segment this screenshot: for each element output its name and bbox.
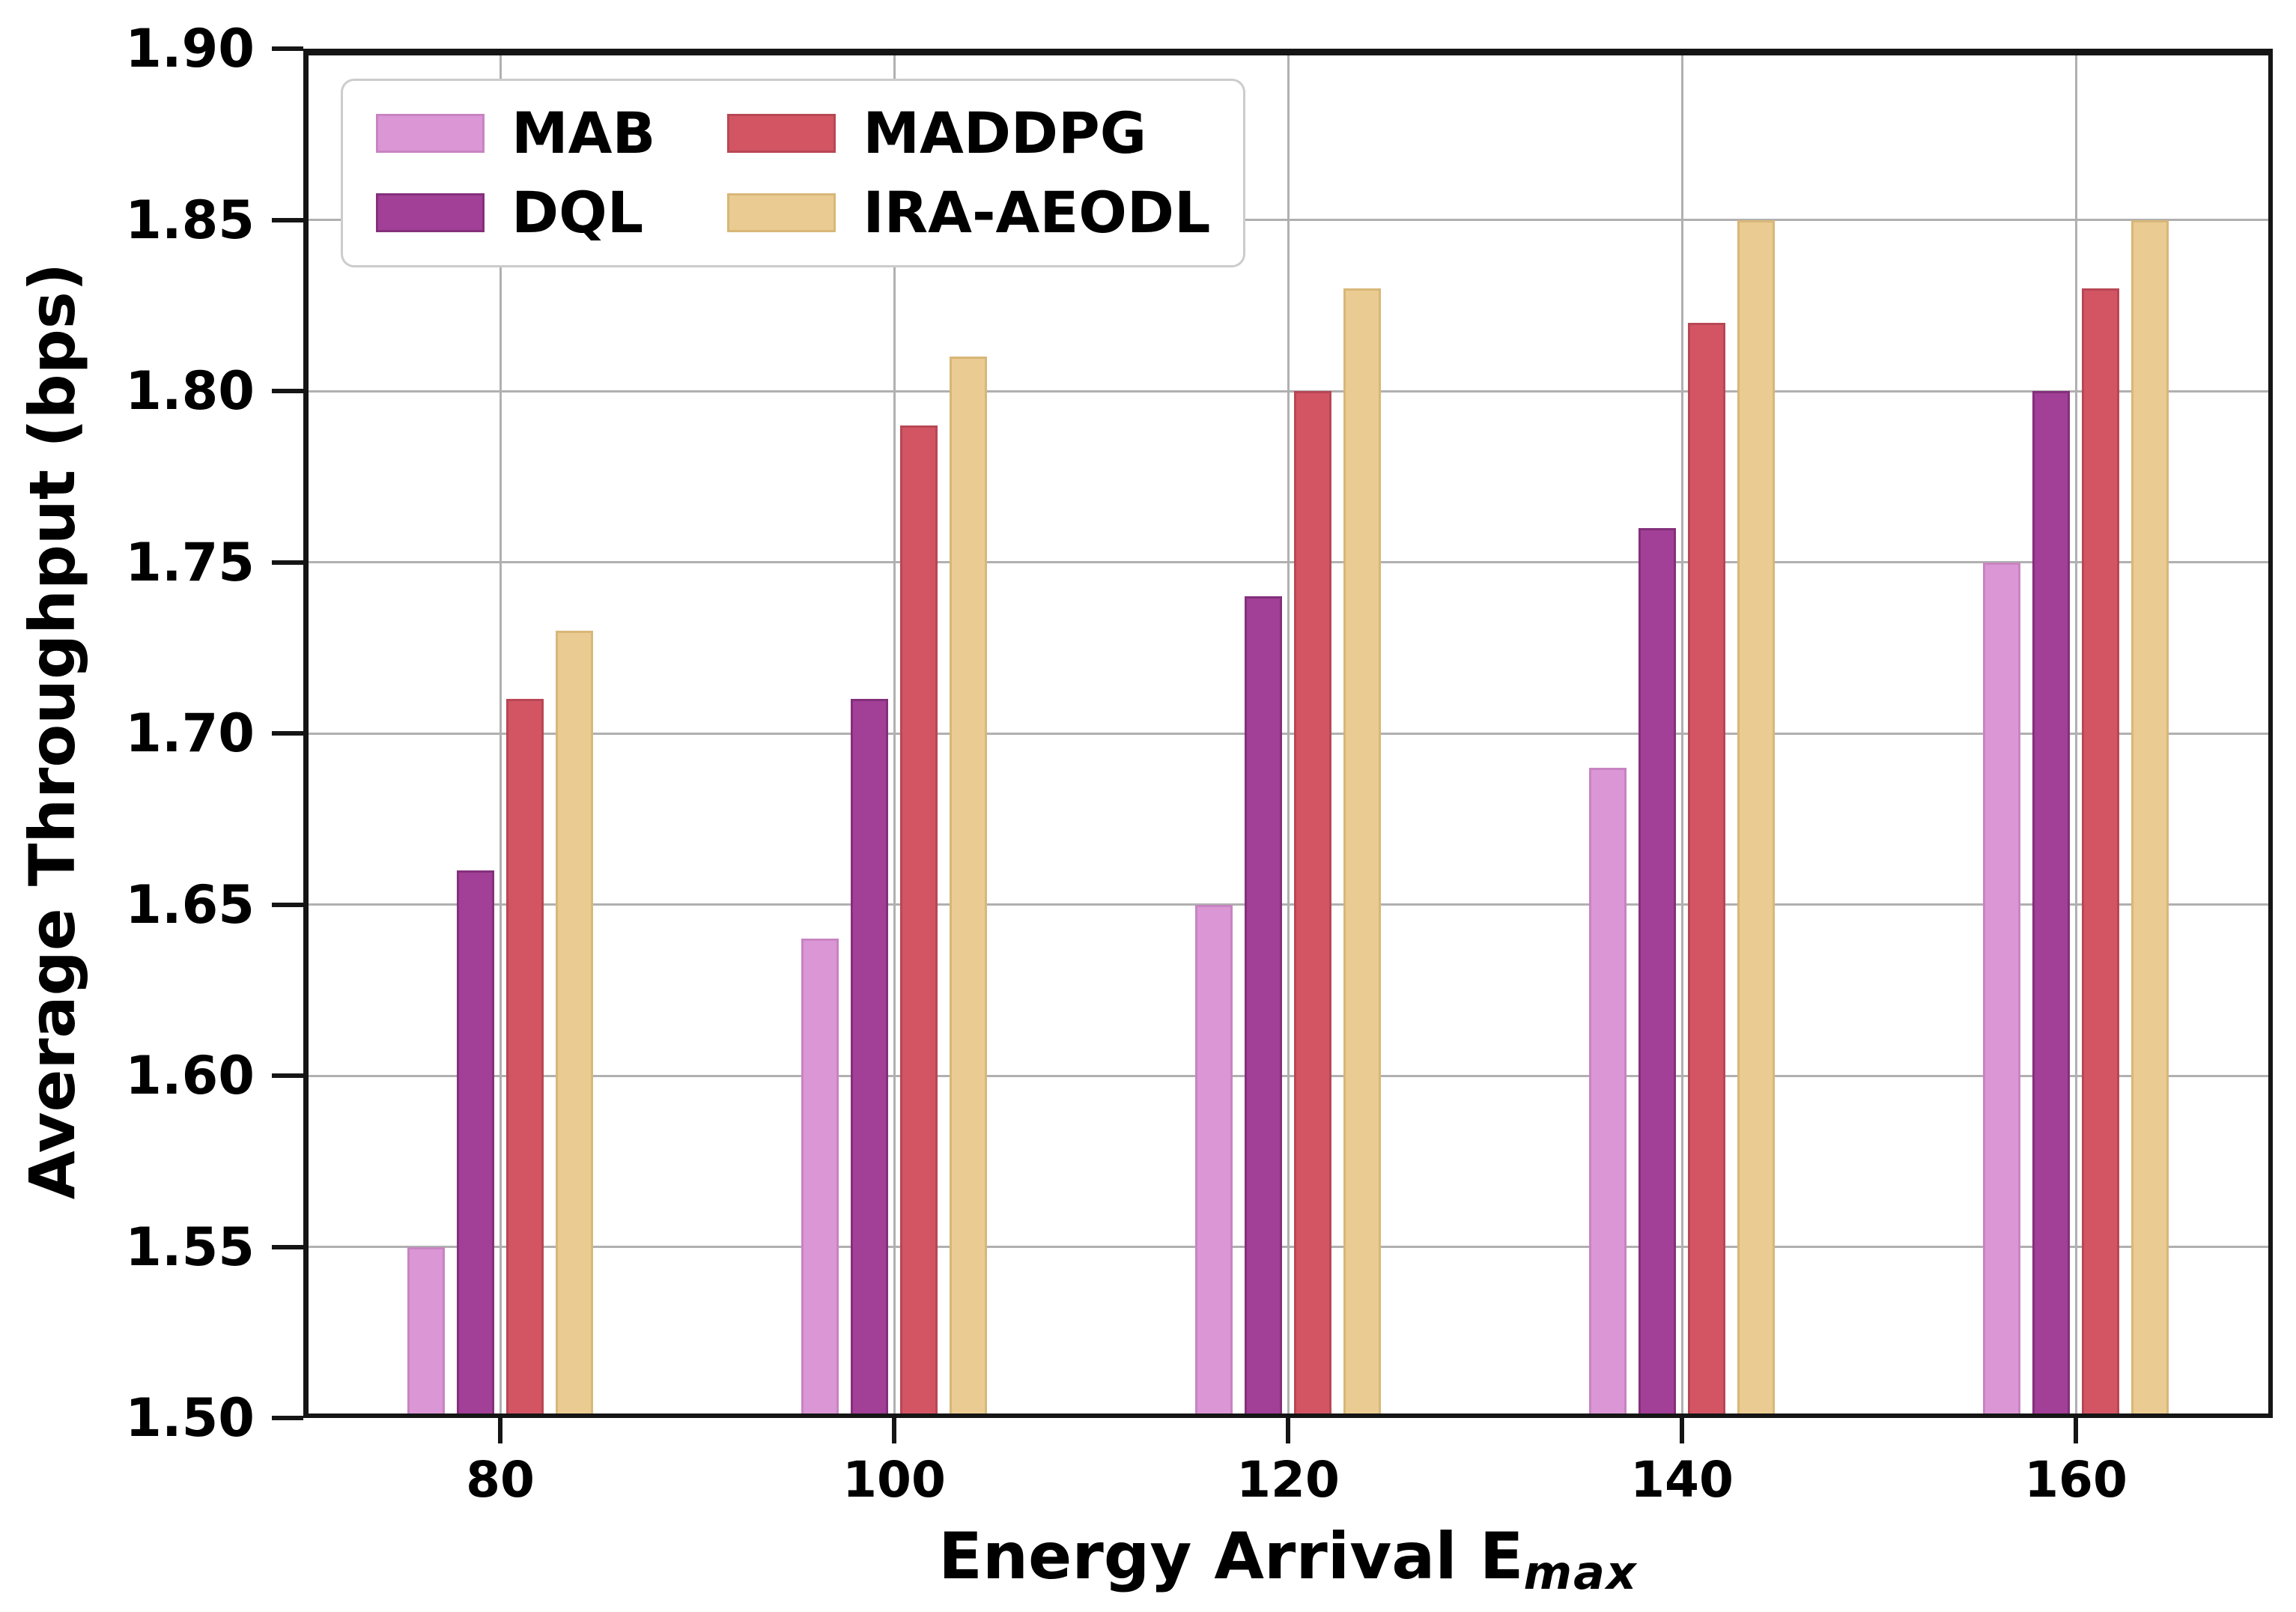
- bar-IRA-AEODL-80: [556, 630, 593, 1418]
- gridline-x-120: [1287, 49, 1290, 1418]
- bar-MADDPG-140: [1688, 322, 1725, 1418]
- bar-MADDPG-120: [1294, 391, 1331, 1418]
- y-tick-label-1.70: 1.70: [125, 703, 255, 764]
- x-axis-title-subscript: max: [1523, 1545, 1638, 1600]
- axis-spine-bottom: [303, 1413, 2273, 1418]
- legend-label-MADDPG: MADDPG: [863, 100, 1147, 166]
- legend-item-IRA-AEODL: IRA-AEODL: [727, 180, 1210, 246]
- bar-IRA-AEODL-140: [1737, 219, 1775, 1418]
- bar-DQL-80: [457, 870, 494, 1418]
- x-tick-mark-160: [2074, 1418, 2078, 1443]
- x-tick-label-80: 80: [466, 1451, 535, 1509]
- gridline-x-160: [2074, 49, 2077, 1418]
- legend-swatch-DQL: [376, 193, 485, 232]
- x-tick-label-120: 120: [1236, 1451, 1340, 1509]
- axis-spine-top: [303, 49, 2273, 55]
- bar-MAB-160: [1983, 562, 2020, 1418]
- y-tick-mark-1.70: [272, 731, 303, 736]
- y-tick-label-1.65: 1.65: [125, 873, 255, 936]
- y-tick-label-1.55: 1.55: [125, 1216, 255, 1278]
- axis-spine-left: [303, 49, 309, 1418]
- bar-IRA-AEODL-100: [950, 357, 987, 1418]
- x-axis-title: Energy Arrival Emax: [539, 1519, 2037, 1611]
- y-tick-label-1.85: 1.85: [125, 189, 255, 251]
- y-tick-label-1.75: 1.75: [125, 531, 255, 593]
- legend-label-MAB: MAB: [511, 100, 656, 166]
- y-tick-mark-1.85: [272, 217, 303, 222]
- y-tick-label-1.90: 1.90: [125, 18, 255, 79]
- y-tick-mark-1.50: [272, 1416, 303, 1420]
- legend-label-DQL: DQL: [511, 179, 644, 246]
- bar-DQL-100: [851, 699, 888, 1418]
- bar-DQL-140: [1639, 527, 1676, 1418]
- legend-item-DQL: DQL: [376, 180, 655, 246]
- bar-MADDPG-80: [506, 699, 544, 1418]
- bar-DQL-120: [1245, 596, 1282, 1418]
- x-tick-mark-80: [498, 1418, 502, 1443]
- gridline-x-140: [1680, 49, 1683, 1418]
- legend: MAB DQL MADDPG IRA-AEODL: [341, 79, 1246, 267]
- legend-swatch-IRA-AEODL: [727, 193, 836, 232]
- x-tick-label-140: 140: [1630, 1451, 1734, 1509]
- legend-item-MADDPG: MADDPG: [727, 100, 1210, 166]
- legend-label-IRA-AEODL: IRA-AEODL: [863, 179, 1211, 246]
- bar-MADDPG-160: [2082, 288, 2119, 1418]
- bar-IRA-AEODL-160: [2131, 219, 2169, 1418]
- y-tick-mark-1.75: [272, 560, 303, 565]
- x-tick-label-160: 160: [2024, 1451, 2128, 1509]
- y-tick-mark-1.60: [272, 1073, 303, 1078]
- y-tick-mark-1.65: [272, 902, 303, 907]
- legend-swatch-MADDPG: [727, 114, 836, 153]
- x-tick-mark-120: [1286, 1418, 1290, 1443]
- bar-MAB-120: [1195, 904, 1233, 1418]
- gridline-x-80: [499, 49, 502, 1418]
- bar-MAB-80: [407, 1246, 445, 1418]
- x-tick-mark-100: [892, 1418, 896, 1443]
- bar-MAB-140: [1589, 767, 1627, 1418]
- axis-spine-right: [2268, 49, 2273, 1418]
- y-tick-label-1.60: 1.60: [125, 1045, 255, 1106]
- legend-item-MAB: MAB: [376, 100, 655, 166]
- bar-MAB-100: [801, 939, 839, 1418]
- plot-area: MAB DQL MADDPG IRA-AEODL: [303, 49, 2273, 1418]
- bar-MADDPG-100: [900, 425, 938, 1418]
- y-tick-mark-1.55: [272, 1244, 303, 1249]
- legend-swatch-MAB: [376, 114, 485, 153]
- y-tick-label-1.80: 1.80: [125, 360, 255, 422]
- bar-IRA-AEODL-120: [1343, 288, 1381, 1418]
- x-tick-mark-140: [1680, 1418, 1684, 1443]
- y-tick-label-1.50: 1.50: [125, 1387, 255, 1449]
- y-tick-mark-1.80: [272, 389, 303, 393]
- bar-DQL-160: [2032, 391, 2070, 1418]
- x-axis-title-text: Energy Arrival E: [938, 1519, 1524, 1594]
- gridline-x-100: [893, 49, 896, 1418]
- x-tick-label-100: 100: [842, 1451, 946, 1509]
- y-tick-mark-1.90: [272, 46, 303, 51]
